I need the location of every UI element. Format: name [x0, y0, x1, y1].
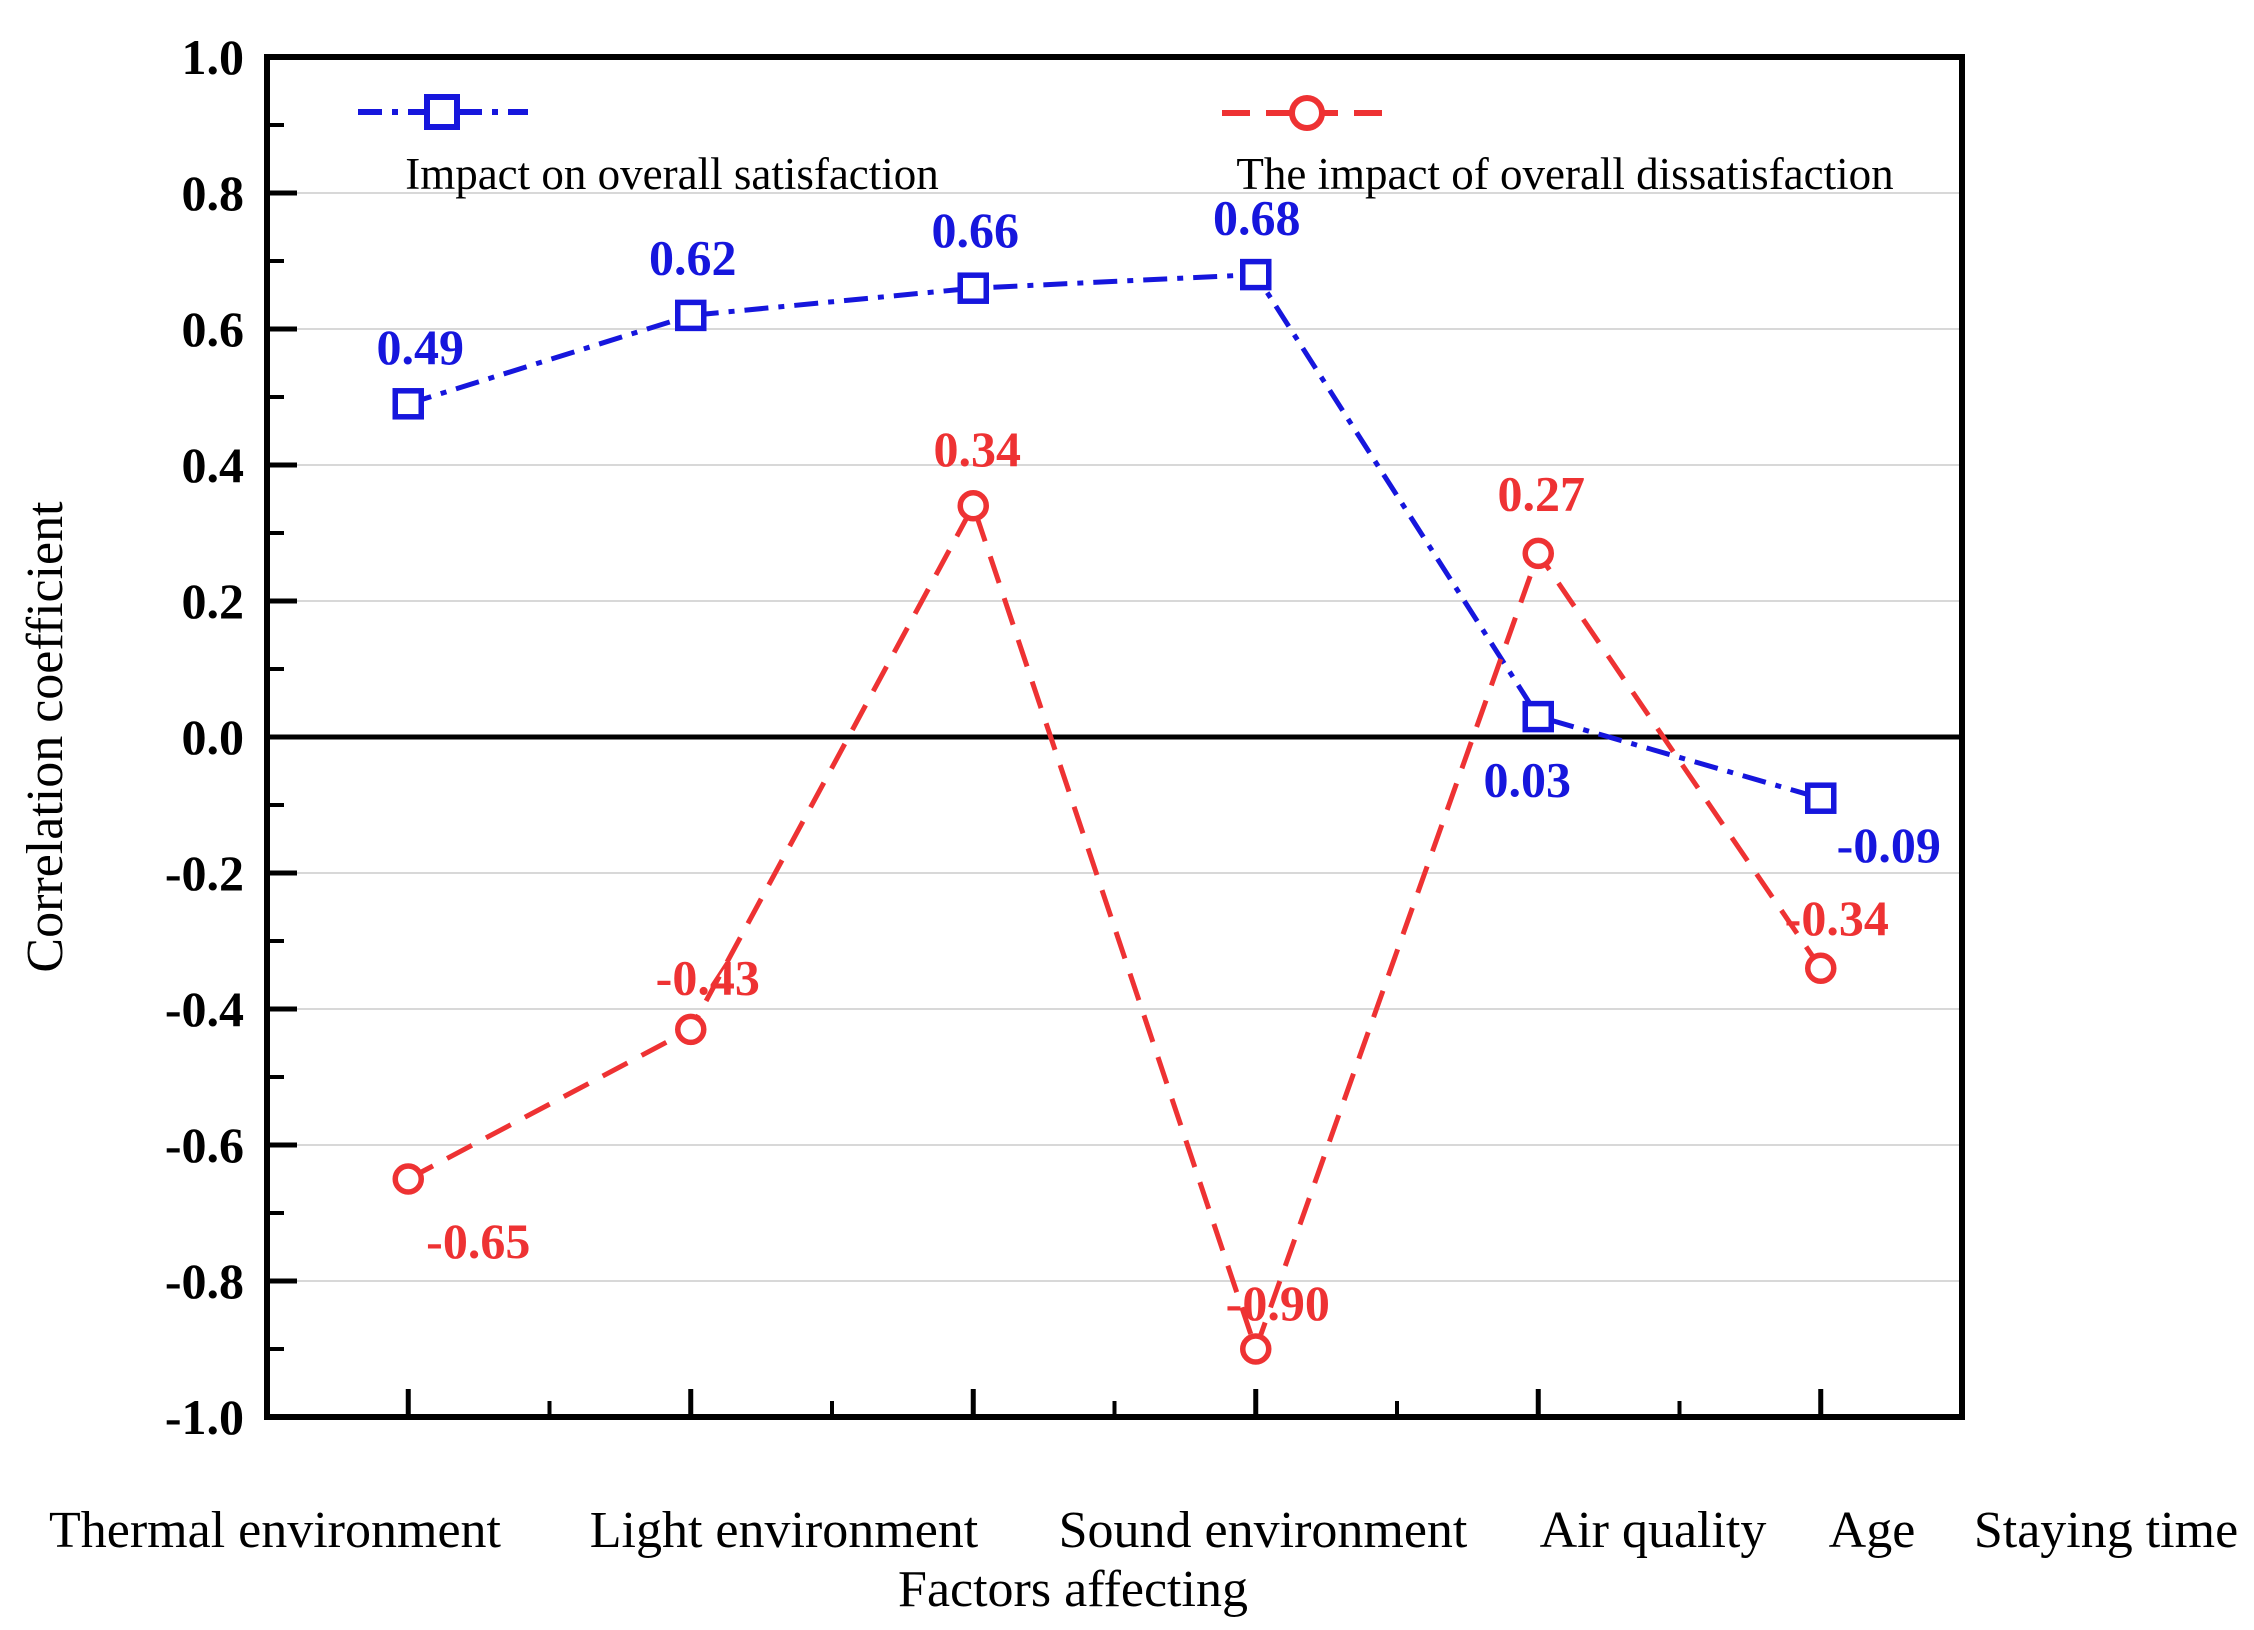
y-tick-label: -0.6: [165, 1117, 244, 1173]
data-point-label: 0.34: [934, 421, 1022, 477]
legend-label-dissatisfaction: The impact of overall dissatisfaction: [1236, 149, 1893, 199]
data-marker-circle: [1522, 537, 1554, 570]
data-point-label: 0.49: [377, 319, 465, 375]
data-marker-square: [675, 299, 707, 332]
y-tick-label: -1.0: [165, 1389, 244, 1445]
data-marker-square: [1240, 258, 1272, 291]
y-tick-label: 1.0: [182, 29, 245, 85]
data-marker-circle: [1805, 952, 1837, 984]
data-point-label: -0.09: [1837, 817, 1941, 873]
data-point-label: -0.65: [426, 1213, 530, 1269]
legend-marker-square: [424, 94, 460, 130]
data-point-label: 0.68: [1213, 190, 1301, 246]
legend-label-satisfaction: Impact on overall satisfaction: [405, 149, 939, 199]
y-tick-label: -0.8: [165, 1253, 244, 1309]
data-marker-circle: [957, 490, 989, 522]
data-marker-square: [1805, 782, 1837, 814]
plot-border: [264, 54, 1965, 1420]
y-tick-label: 0.8: [182, 165, 245, 221]
data-point-label: 0.27: [1498, 465, 1586, 521]
data-point-label: -0.43: [656, 949, 760, 1005]
y-tick-label: 0.2: [182, 573, 245, 629]
category-label: Age: [1829, 1502, 1916, 1559]
y-tick-label: 0.4: [182, 437, 245, 493]
series-line-0: [407, 272, 1822, 801]
legend-marker-circle: [1289, 95, 1325, 131]
data-marker-circle: [1240, 1333, 1272, 1365]
data-point-label: -0.34: [1785, 890, 1889, 946]
category-label: Sound environment: [1059, 1502, 1468, 1559]
category-label: Light environment: [590, 1502, 979, 1559]
data-marker-circle: [675, 1013, 707, 1046]
category-label: Air quality: [1540, 1502, 1767, 1559]
data-marker-square: [957, 272, 989, 304]
y-axis-title: Correlation coefficient: [17, 501, 74, 973]
data-marker-square: [392, 388, 424, 420]
data-point-label: 0.66: [932, 202, 1020, 258]
series-line-1: [407, 499, 1823, 1357]
y-tick-label: -0.4: [165, 981, 244, 1037]
data-point-label: 0.62: [649, 229, 737, 285]
data-point-label: 0.03: [1484, 752, 1572, 808]
y-tick-label: -0.2: [165, 845, 244, 901]
y-tick-label: 0.6: [182, 301, 245, 357]
x-axis-title: Factors affecting: [898, 1561, 1248, 1618]
category-label: Staying time: [1974, 1502, 2238, 1559]
data-point-label: -0.90: [1226, 1275, 1330, 1331]
data-marker-square: [1522, 700, 1554, 733]
y-tick-label: 0.0: [182, 709, 245, 765]
category-label: Thermal environment: [49, 1502, 502, 1559]
data-marker-circle: [392, 1163, 424, 1195]
